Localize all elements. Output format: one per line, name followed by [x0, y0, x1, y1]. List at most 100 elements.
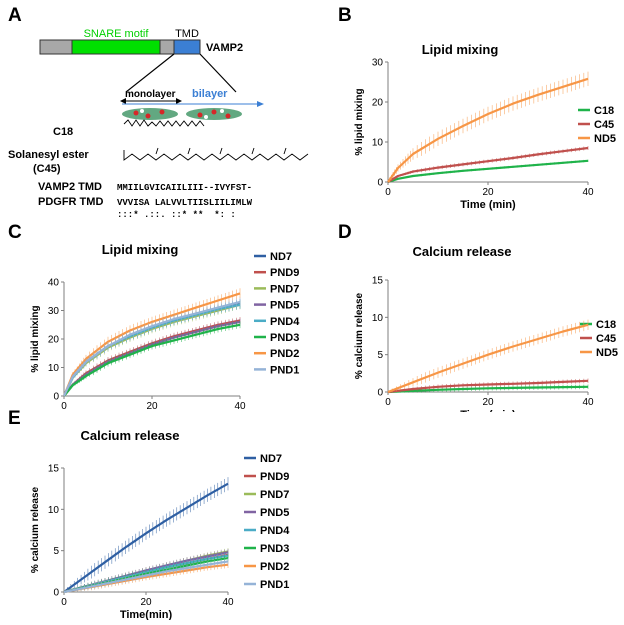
chart-d-series-nd5: [387, 319, 589, 394]
chart-c-legend-label-pnd9: PND9: [270, 267, 299, 279]
chart-b-legend-label-nd5: ND5: [594, 133, 616, 145]
chart-b-y-tick-label: 0: [377, 178, 383, 189]
panel-a-diagram: SNARE motif TMD VAMP2 monolayer bilayer: [39, 28, 264, 127]
snare-motif-label: SNARE motif: [84, 28, 150, 40]
chart-b-legend-label-c45: C45: [594, 119, 614, 131]
chart-b-lipid-mixing: Lipid mixing 0 20 40 0 10 20 30 Time (min) % lipi…: [354, 42, 616, 211]
chart-c-y-tick-label: 0: [53, 392, 59, 403]
chart-c-title: Lipid mixing: [102, 242, 179, 257]
chart-d-calcium-release: Calcium release 0 20 40 0 5 10 15 Time (min) % ca…: [354, 244, 618, 412]
chart-b-series-nd5: [387, 71, 589, 183]
chart-c-y-tick-label: 10: [48, 363, 60, 374]
chart-b-x-tick-label: 40: [582, 187, 594, 198]
panel-letter-b: B: [338, 5, 352, 26]
sequence-consensus: :::* .::. ::* ** *: :: [117, 210, 236, 220]
c18-chain-drawing: [123, 119, 205, 127]
c45-chain-drawing: [123, 147, 309, 161]
chart-c-x-tick-label: 20: [146, 401, 158, 412]
chart-d-x-tick-label: 0: [385, 397, 391, 408]
chart-d-y-label: % calcium release: [354, 292, 365, 379]
chart-d-legend-label-c18: C18: [596, 319, 616, 331]
chart-b-x-tick-label: 20: [482, 187, 494, 198]
chart-d-title: Calcium release: [412, 244, 511, 259]
chart-b-x-tick-label: 0: [385, 187, 391, 198]
chart-c-legend-label-pnd2: PND2: [270, 348, 299, 360]
chart-e-y-tick-label: 10: [48, 505, 60, 516]
panel-letter-c: C: [8, 222, 22, 243]
chart-e-title: Calcium release: [80, 428, 179, 443]
chart-e-y-label: % calcium release: [30, 486, 41, 573]
c18-label: C18: [53, 126, 74, 138]
chart-e-x-label: Time(min): [120, 609, 173, 620]
tmd-label: TMD: [175, 28, 199, 40]
chart-c-legend-label-nd7: ND7: [270, 251, 292, 263]
chart-e-legend-label-pnd5: PND5: [260, 507, 289, 519]
chart-c-legend-label-pnd3: PND3: [270, 332, 299, 344]
tmd-domain: [173, 39, 201, 55]
pdgfr-tmd-sequence: VVVISA LALVVLTIISLIILIMLW: [117, 198, 253, 208]
chart-b-y-tick-label: 10: [372, 138, 384, 149]
chart-c-x-tick-label: 40: [234, 401, 246, 412]
chart-e-y-tick-label: 0: [53, 588, 59, 599]
chart-c-lipid-mixing: Lipid mixing02040010203040Time(min)% lip…: [30, 242, 300, 412]
chart-d-y-tick-label: 15: [372, 276, 384, 287]
chart-e-legend-label-pnd7: PND7: [260, 489, 289, 501]
chart-c-line-pnd1: [62, 300, 241, 397]
chart-e-x-tick-label: 20: [140, 597, 152, 608]
panel-letter-e: E: [8, 408, 21, 429]
chart-e-legend-label-pnd3: PND3: [260, 543, 289, 555]
chart-b-series-c45: [387, 146, 589, 183]
chart-c-x-tick-label: 0: [61, 401, 67, 412]
chart-d-x-tick-label: 20: [482, 397, 494, 408]
chart-d-y-tick-label: 0: [377, 388, 383, 399]
chart-e-legend-label-pnd4: PND4: [260, 525, 290, 537]
panel-letter-d: D: [338, 222, 352, 243]
bilayer-label: bilayer: [192, 88, 228, 100]
monolayer-arrow-head-right: [176, 98, 182, 104]
chart-c-y-tick-label: 20: [48, 335, 60, 346]
chart-e-line-pnd1: [63, 560, 229, 594]
chart-d-y-tick-label: 5: [377, 350, 383, 361]
chart-c-legend-label-pnd5: PND5: [270, 300, 299, 312]
chart-e-series-nd7: [63, 477, 229, 593]
chart-e-line-nd7: [63, 482, 229, 593]
linker-domain: [159, 39, 175, 55]
chart-e-series-pnd1: [63, 558, 229, 594]
chart-e-legend-label-pnd9: PND9: [260, 471, 289, 483]
chart-d-x-tick-label: 40: [582, 397, 594, 408]
chart-d-legend-label-c45: C45: [596, 333, 616, 345]
chart-e-legend-label-pnd1: PND1: [260, 579, 289, 591]
chart-c-y-tick-label: 30: [48, 306, 60, 317]
tmd-helix-model: [122, 108, 242, 120]
chart-c-legend-label-pnd4: PND4: [270, 316, 300, 328]
chart-b-line-c18: [387, 159, 589, 184]
c45-label-line1: Solanesyl ester: [8, 149, 89, 161]
chart-d-x-label: Time (min): [460, 409, 516, 412]
monolayer-arrow-head-left: [120, 98, 126, 104]
n-terminal-domain: [39, 39, 73, 55]
chart-b-line-c45: [387, 146, 589, 183]
vamp2-label: VAMP2: [206, 42, 243, 54]
chart-e-legend-label-nd7: ND7: [260, 453, 282, 465]
monolayer-label: monolayer: [125, 89, 176, 100]
vamp2-tmd-label: VAMP2 TMD: [38, 181, 102, 193]
chart-b-y-tick-label: 30: [372, 58, 384, 69]
chart-d-line-nd5: [387, 323, 589, 394]
chart-e-y-tick-label: 5: [53, 546, 59, 557]
panel-letter-a: A: [8, 5, 22, 26]
chart-d-line-c18: [387, 385, 589, 394]
chart-c-series-pnd1: [62, 297, 241, 397]
chart-c-y-label: % lipid mixing: [30, 305, 41, 372]
chart-b-x-label: Time (min): [460, 199, 516, 211]
chart-e-legend-label-pnd2: PND2: [260, 561, 289, 573]
chart-b-series-c18: [387, 159, 589, 184]
chart-b-legend-label-c18: C18: [594, 105, 614, 117]
snare-motif-domain: [71, 39, 161, 55]
chart-b-y-label: % lipid mixing: [354, 88, 365, 155]
bilayer-arrow-head: [257, 101, 264, 107]
chart-b-y-tick-label: 20: [372, 98, 384, 109]
chart-d-y-tick-label: 10: [372, 313, 384, 324]
chart-c-series-pnd3: [63, 321, 241, 397]
chart-b-title: Lipid mixing: [422, 42, 499, 57]
chart-c-line-pnd3: [63, 323, 241, 397]
